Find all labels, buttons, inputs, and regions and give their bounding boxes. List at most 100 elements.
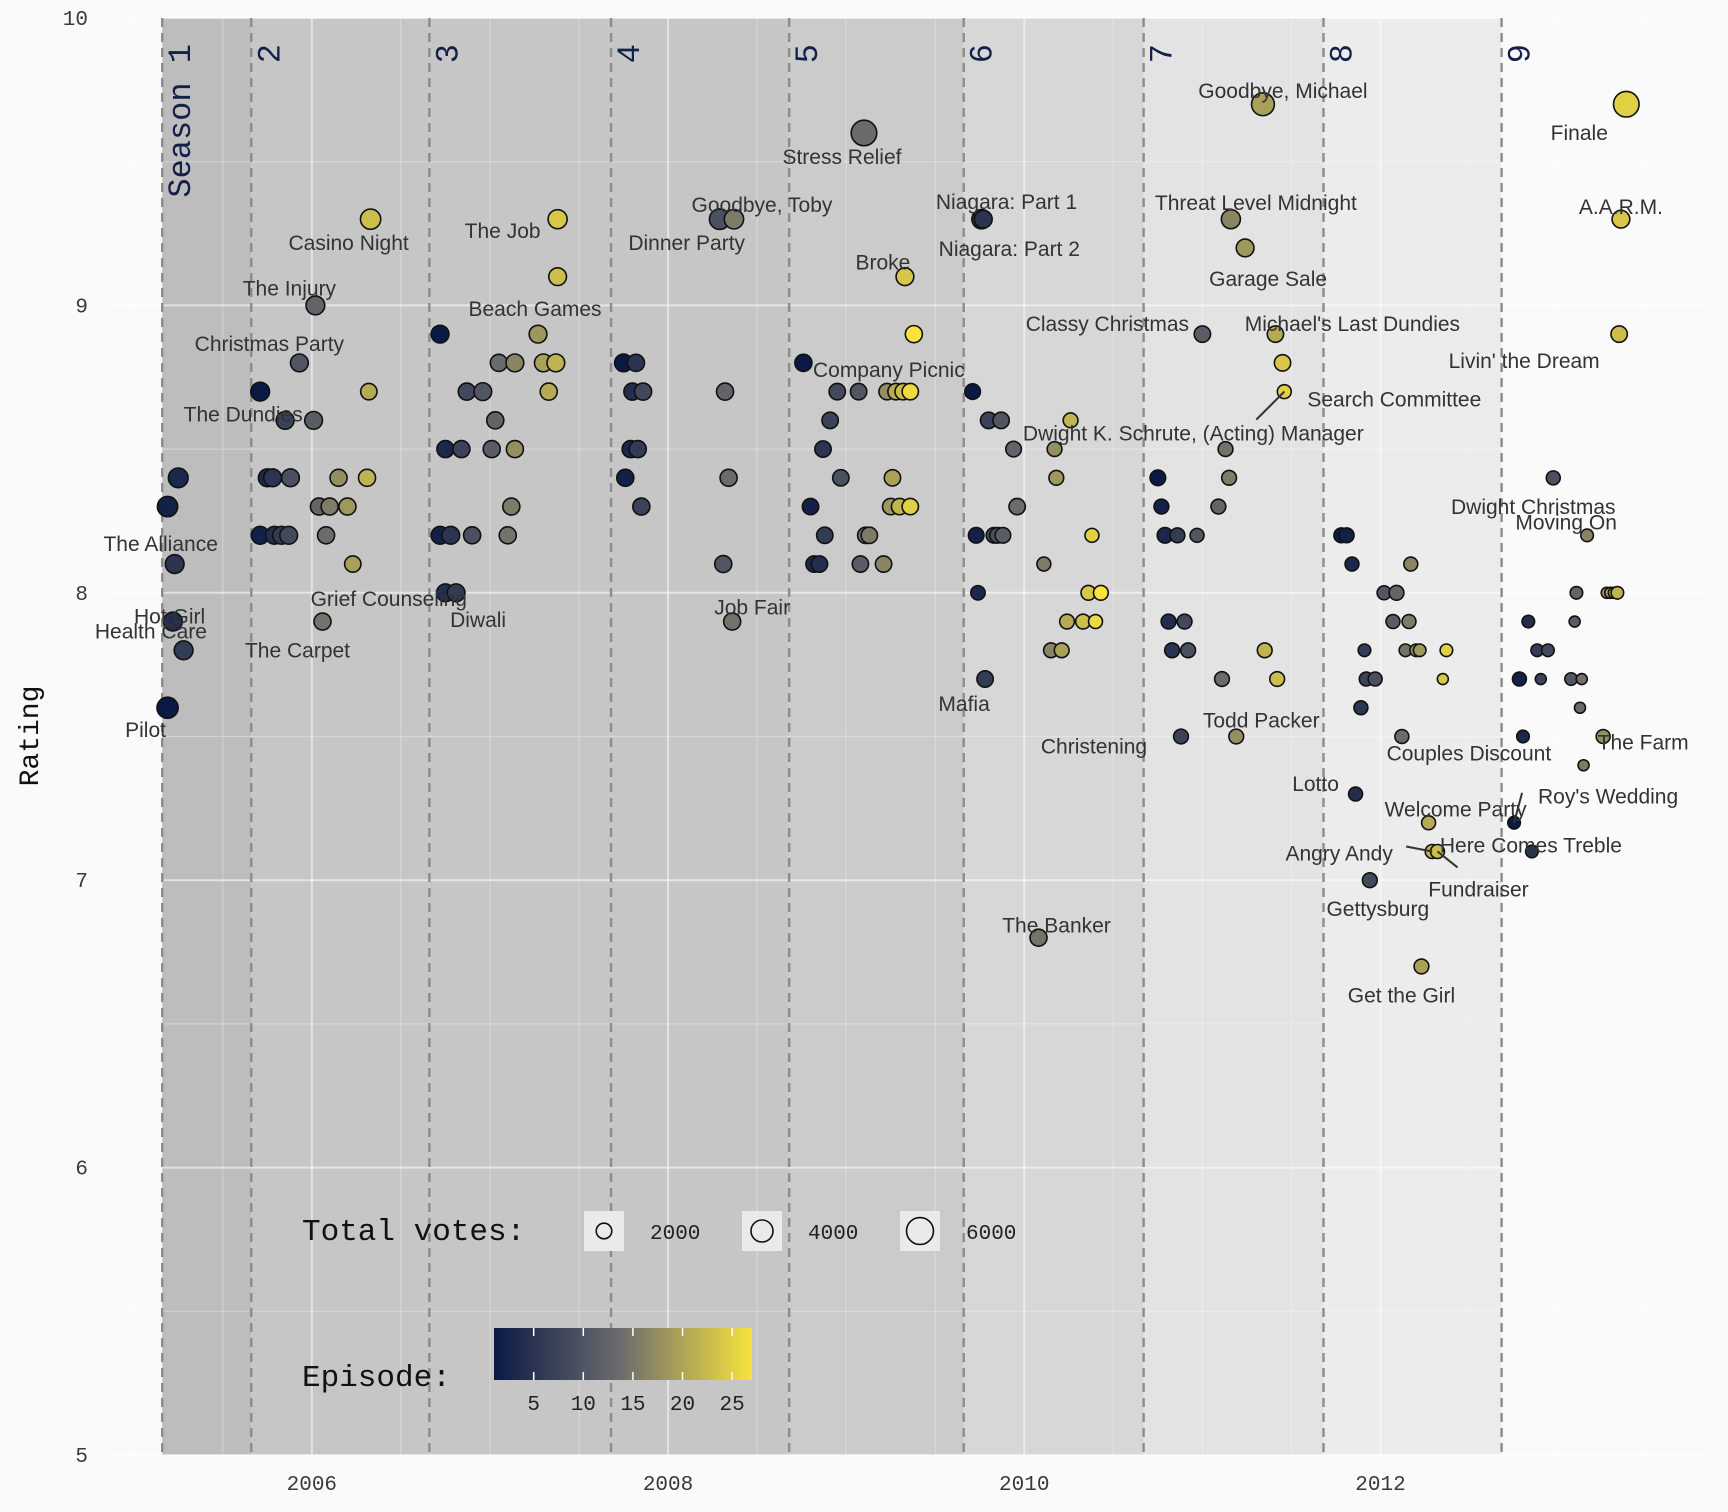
legend-color-label: 25 [720,1394,745,1417]
episode-point [901,497,920,516]
episode-point [357,468,377,488]
episode-point [262,468,283,488]
episode-point [1084,527,1100,544]
episode-annotation: Garage Sale [1209,268,1327,291]
episode-annotation: Couples Discount [1387,743,1552,766]
episode-point [860,526,879,545]
episode-point [1521,614,1536,629]
episode-point [173,640,194,661]
episode-point [1439,643,1454,658]
annotation-leader [1255,390,1286,421]
episode-point [1611,209,1631,229]
episode-point [275,410,295,431]
episode-point [1256,642,1273,659]
episode-point [250,381,271,402]
episode-annotation: Finale [1551,122,1608,145]
episode-point [628,439,648,459]
episode-point [1511,671,1528,687]
episode-point [1160,613,1177,630]
episode-point [719,468,738,488]
episode-point [280,468,301,488]
episode-point [1401,613,1417,630]
episode-annotation: Pilot [125,719,166,742]
episode-annotation: Dwight Christmas [1451,496,1616,519]
legend-size-key [750,1219,774,1243]
episode-point [964,383,982,401]
episode-point [632,497,651,516]
episode-point [1575,672,1589,686]
episode-annotation: Threat Level Midnight [1155,192,1357,215]
episode-point [482,439,502,459]
episode-annotation: Dinner Party [628,232,745,255]
episode-point [1524,844,1539,859]
pre-season-area [107,18,163,1455]
episode-annotation: Mafia [938,693,990,716]
season-label: 7 [1145,44,1182,63]
legend-colorbar [494,1328,752,1380]
episode-annotation: Moving On [1515,511,1617,534]
episode-point [1029,928,1048,948]
episode-annotation: Angry Andy [1285,842,1393,865]
episode-point [851,555,870,574]
episode-point [539,382,559,401]
episode-annotation: The Banker [1002,915,1111,938]
y-tick-label: 5 [75,1446,88,1469]
episode-point [457,382,477,401]
episode-point [1353,700,1369,716]
episode-point [1266,325,1285,344]
episode-point [289,353,310,373]
annotation-leader [1436,850,1459,869]
episode-point [1394,728,1410,745]
x-tick-label: 2010 [999,1474,1049,1497]
episode-point [722,612,742,631]
episode-annotation: Beach Games [468,298,601,321]
episode-point [969,584,986,601]
y-tick-label: 9 [75,296,88,319]
episode-point [994,526,1012,544]
episode-point [1361,872,1378,889]
episode-point [1228,728,1245,745]
legend-color-label: 20 [670,1394,695,1417]
season-label: 3 [430,44,467,63]
episode-point [528,324,548,344]
episode-annotation: Todd Packer [1203,710,1320,733]
episode-point [901,382,920,401]
episode-annotation: Dwight K. Schrute, (Acting) Manager [1023,423,1364,446]
legend-size-label: 2000 [650,1223,700,1246]
episode-point [1213,670,1231,688]
y-axis-label: Rating [16,686,47,787]
episode-point [501,497,521,516]
episode-point [1176,613,1193,630]
episode-annotation: The Carpet [245,640,350,663]
episode-annotation: The Farm [1598,732,1689,755]
episode-point [156,696,179,720]
episode-point [1612,90,1640,118]
episode-point [1220,469,1238,487]
episode-point [441,525,461,545]
episode-point [303,410,324,431]
episode-point [1179,642,1197,659]
episode-point [1062,412,1079,429]
episode-point [883,468,902,487]
episode-annotation: Niagara: Part 1 [936,191,1077,214]
episode-point [633,382,653,401]
episode-point [1577,758,1590,772]
episode-annotation: Gettysburg [1326,898,1429,921]
legend-size-key-bg [742,1211,782,1251]
legend-size-label: 6000 [966,1223,1016,1246]
x-tick-label: 2006 [287,1474,337,1497]
episode-point [1610,585,1625,600]
episode-point [810,555,829,574]
episode-annotation: The Dundies [184,404,303,427]
episode-point [452,439,471,459]
episode-point [801,497,820,516]
episode-annotation: Casino Night [288,232,408,255]
episode-point [850,119,878,147]
episode-point [446,583,466,603]
legend-color-label: 10 [571,1394,596,1417]
episode-point [1153,498,1170,515]
episode-annotation: Company Picnic [813,359,965,382]
episode-point [359,382,378,401]
episode-point [1610,325,1629,344]
y-tick-label: 10 [63,9,88,32]
